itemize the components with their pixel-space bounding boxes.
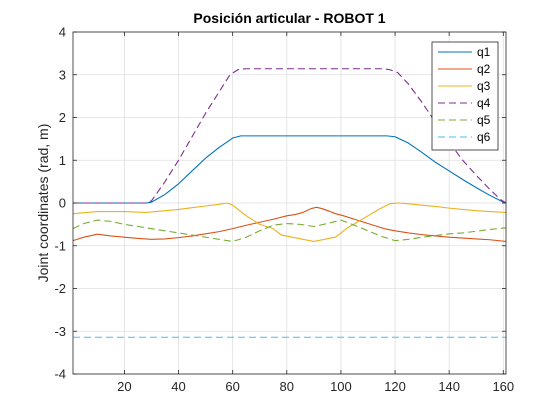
x-tick-label: 40 — [171, 379, 185, 394]
legend-label-q3: q3 — [477, 79, 491, 93]
chart-title: Posición articular - ROBOT 1 — [193, 10, 385, 26]
legend-label-q2: q2 — [477, 62, 491, 76]
x-tick-label: 100 — [330, 379, 352, 394]
legend: q1 q2 q3 q4 q5 q6 — [431, 41, 499, 151]
legend-label-q5: q5 — [477, 113, 491, 127]
series-lines — [72, 68, 507, 338]
legend-label-q4: q4 — [477, 96, 491, 110]
y-tick-label: 1 — [59, 153, 66, 168]
x-tick-label: 60 — [225, 379, 239, 394]
legend-box — [431, 41, 499, 151]
series-line-q5 — [72, 219, 507, 243]
y-tick-label: -1 — [54, 238, 66, 253]
y-tick-label: -2 — [54, 281, 66, 296]
ticks — [73, 31, 506, 375]
x-tick-labels: 20 40 60 80 100 120 140 160 — [117, 379, 514, 394]
y-axis-label: Joint coordinates (rad, m) — [35, 124, 51, 283]
y-tick-label: -4 — [54, 367, 66, 382]
x-tick-label: 80 — [280, 379, 294, 394]
y-tick-label: 3 — [59, 67, 66, 82]
legend-label-q6: q6 — [477, 130, 491, 144]
series-line-q3 — [72, 202, 507, 243]
x-tick-label: 160 — [492, 379, 514, 394]
y-tick-labels: -4 -3 -2 -1 0 1 2 3 4 — [54, 25, 66, 382]
y-tick-label: -3 — [54, 324, 66, 339]
x-tick-label: 120 — [384, 379, 406, 394]
series-line-q1 — [73, 135, 507, 204]
legend-label-q1: q1 — [477, 45, 491, 59]
x-tick-label: 140 — [438, 379, 460, 394]
y-tick-label: 4 — [59, 25, 66, 40]
y-tick-label: 2 — [59, 110, 66, 125]
series-line-q2 — [72, 206, 507, 243]
x-tick-label: 20 — [117, 379, 131, 394]
y-tick-label: 0 — [59, 196, 66, 211]
series-line-q4 — [73, 68, 507, 204]
